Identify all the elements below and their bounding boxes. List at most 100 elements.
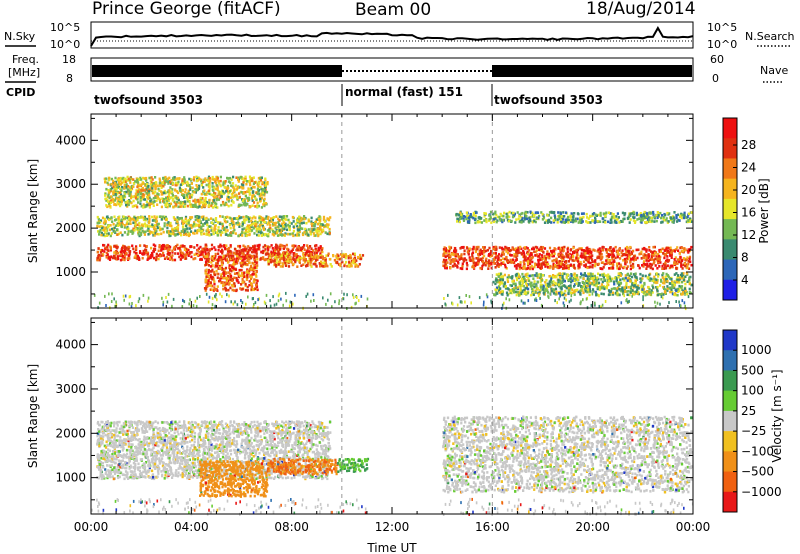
echo-cell (359, 253, 362, 257)
echo-cell (184, 215, 188, 219)
echo-cell (452, 258, 455, 261)
echo-cell (597, 248, 600, 252)
echo-cell (599, 220, 602, 223)
echo-cell (128, 192, 131, 195)
echo-cell (227, 249, 230, 253)
echo-cell (267, 262, 270, 266)
echo-cell (300, 264, 303, 267)
echo-cell (552, 220, 556, 224)
echo-cell (141, 256, 144, 260)
search-label: N.Search (745, 30, 795, 43)
echo-cell (241, 223, 244, 226)
echo-cell (264, 177, 267, 181)
echo-cell (197, 247, 200, 250)
echo-cell (552, 267, 555, 270)
echo-cell (290, 249, 293, 253)
echo-cell (666, 211, 669, 215)
echo-cell (348, 261, 351, 264)
echo-cell (222, 228, 225, 231)
echo-cell (284, 251, 287, 255)
echo-cell (235, 278, 238, 282)
echo-cell (589, 265, 592, 268)
echo-cell (304, 258, 307, 261)
echo-cell (474, 217, 477, 221)
echo-cell (210, 284, 213, 288)
echo-cell (217, 252, 220, 256)
echo-cell (107, 183, 110, 186)
echo-cell (249, 275, 252, 278)
echo-cell (567, 255, 570, 259)
echo-cell (576, 248, 579, 252)
echo-cell (344, 256, 347, 260)
echo-cell (616, 266, 619, 270)
echo-cell (324, 259, 327, 262)
echo-cell (134, 194, 137, 198)
echo-cell (307, 233, 310, 237)
echo-cell (298, 258, 301, 261)
echo-cell (572, 215, 575, 218)
echo-cell (227, 279, 230, 283)
echo-cell (292, 225, 295, 228)
echo-cell (239, 257, 243, 261)
echo-cell (257, 247, 260, 250)
nave-tick-low: 0 (712, 72, 719, 85)
echo-cell (207, 229, 210, 232)
echo-cell (636, 218, 639, 221)
echo-cell (282, 216, 285, 219)
echo-cell (449, 255, 452, 258)
echo-cell (459, 213, 463, 217)
echo-cell (187, 232, 190, 235)
echo-cell (217, 182, 220, 185)
echo-cell (529, 257, 532, 260)
echo-cell (494, 212, 497, 215)
echo-cell (546, 255, 549, 259)
echo-cell (567, 260, 570, 263)
echo-cell (117, 224, 120, 227)
echo-cell (128, 253, 131, 257)
echo-cell (143, 233, 146, 236)
echo-cell (268, 229, 271, 232)
echo-cell (338, 257, 341, 261)
echo-cell (249, 264, 253, 268)
echo-cell (604, 213, 607, 216)
echo-cell (120, 202, 123, 206)
echo-cell (284, 264, 288, 267)
echo-cell (225, 189, 228, 193)
echo-cell (136, 185, 139, 189)
echo-cell (210, 193, 213, 197)
echo-cell (569, 257, 572, 261)
echo-cell (265, 215, 268, 218)
echo-cell (187, 221, 190, 225)
echo-cell (206, 272, 209, 276)
echo-cell (258, 194, 261, 198)
echo-cell (269, 258, 272, 262)
echo-cell (227, 254, 230, 258)
echo-cell (259, 221, 263, 224)
echo-cell (137, 231, 140, 235)
echo-cell (292, 245, 295, 249)
echo-cell (679, 258, 682, 261)
echo-cell (104, 247, 107, 251)
echo-cell (307, 246, 310, 250)
echo-cell (215, 197, 218, 200)
echo-cell (257, 234, 260, 237)
echo-cell (259, 185, 262, 189)
echo-cell (186, 198, 189, 201)
echo-cell (118, 191, 121, 194)
echo-cell (168, 251, 171, 255)
echo-cell (217, 226, 220, 229)
echo-cell (229, 286, 232, 290)
echo-cell (211, 277, 214, 281)
echo-cell (448, 258, 451, 261)
echo-cell (211, 185, 214, 188)
echo-cell (232, 260, 236, 264)
echo-cell (288, 225, 291, 228)
echo-cell (234, 268, 238, 271)
echo-cell (518, 251, 521, 254)
echo-cell (534, 254, 537, 257)
echo-cell (158, 179, 162, 182)
echo-cell (138, 178, 141, 181)
echo-cell (108, 191, 111, 194)
echo-cell (118, 222, 121, 225)
echo-cell (669, 249, 672, 252)
